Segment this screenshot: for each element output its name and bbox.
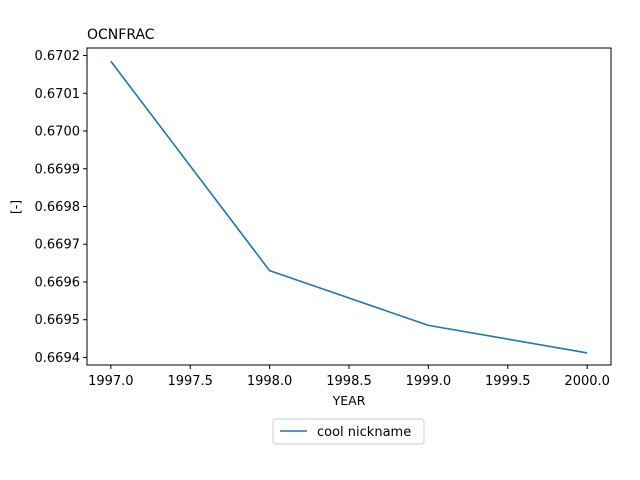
chart-title: OCNFRAC: [87, 27, 155, 43]
y-tick-label: 0.6702: [35, 49, 81, 64]
y-axis-label: [-]: [8, 200, 23, 214]
y-tick-label: 0.6698: [35, 200, 81, 215]
y-tick-label: 0.6699: [35, 162, 81, 177]
legend-label: cool nickname: [317, 425, 411, 440]
y-tick-label: 0.6700: [35, 125, 81, 140]
legend-box: [272, 418, 425, 445]
plot-area: [110, 60, 588, 354]
x-tick-label: 2000.0: [564, 374, 610, 389]
y-tick-label: 0.6694: [35, 351, 81, 366]
x-tick-label: 1997.5: [167, 374, 213, 389]
x-tick-label: 1998.5: [326, 374, 372, 389]
x-tick-label: 1997.0: [88, 374, 134, 389]
x-tick-label: 1999.0: [406, 374, 452, 389]
series-line: [110, 60, 588, 354]
x-axis-label: YEAR: [332, 393, 366, 408]
legend: cool nickname: [272, 418, 425, 445]
x-tick-label: 1998.0: [247, 374, 293, 389]
y-tick-label: 0.6697: [35, 238, 81, 253]
y-tick-label: 0.6695: [35, 313, 81, 328]
y-axis: 0.6694 0.6695 0.6696 0.6697 0.6698 0.6699 0.67…: [35, 49, 87, 366]
y-tick-label: 0.6696: [35, 275, 81, 290]
axes-frame: [86, 47, 612, 366]
x-tick-label: 1999.5: [485, 374, 531, 389]
x-axis: 1997.0 1997.5 1998.0 1998.5 1999.0 1999.5 2000…: [88, 365, 610, 389]
y-tick-label: 0.6701: [35, 87, 81, 102]
